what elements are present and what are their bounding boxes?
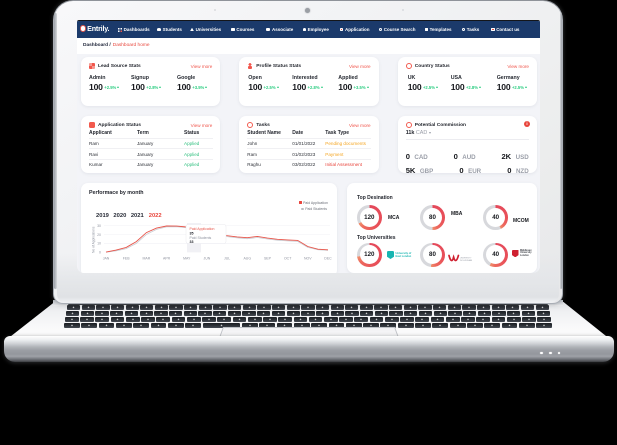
svg-text:OCT: OCT xyxy=(284,257,292,261)
svg-text:Paid Application: Paid Application xyxy=(190,227,215,231)
svg-text:33: 33 xyxy=(190,240,194,244)
svg-text:SEP: SEP xyxy=(264,257,272,261)
svg-text:UNIVERSITY OF: UNIVERSITY OF xyxy=(460,258,472,260)
svg-text:AUG: AUG xyxy=(243,257,251,261)
svg-text:WOLVERHAMPTON: WOLVERHAMPTON xyxy=(460,259,472,262)
svg-text:DEC: DEC xyxy=(324,257,332,261)
svg-text:JAN: JAN xyxy=(103,257,110,261)
svg-text:JUN: JUN xyxy=(204,257,211,261)
svg-text:No of Applications: No of Applications xyxy=(92,226,96,253)
svg-text:APR: APR xyxy=(163,257,171,261)
svg-text:Paid Students: Paid Students xyxy=(190,236,212,240)
svg-text:30: 30 xyxy=(97,224,101,228)
svg-text:FEB: FEB xyxy=(123,257,130,261)
svg-text:35: 35 xyxy=(190,232,194,236)
svg-text:0: 0 xyxy=(99,251,101,255)
svg-text:MAY: MAY xyxy=(183,257,191,261)
svg-text:NOV: NOV xyxy=(304,257,312,261)
svg-text:JUL: JUL xyxy=(224,257,230,261)
svg-text:20: 20 xyxy=(97,233,101,237)
svg-text:MAR: MAR xyxy=(142,257,150,261)
svg-text:10: 10 xyxy=(97,242,101,246)
